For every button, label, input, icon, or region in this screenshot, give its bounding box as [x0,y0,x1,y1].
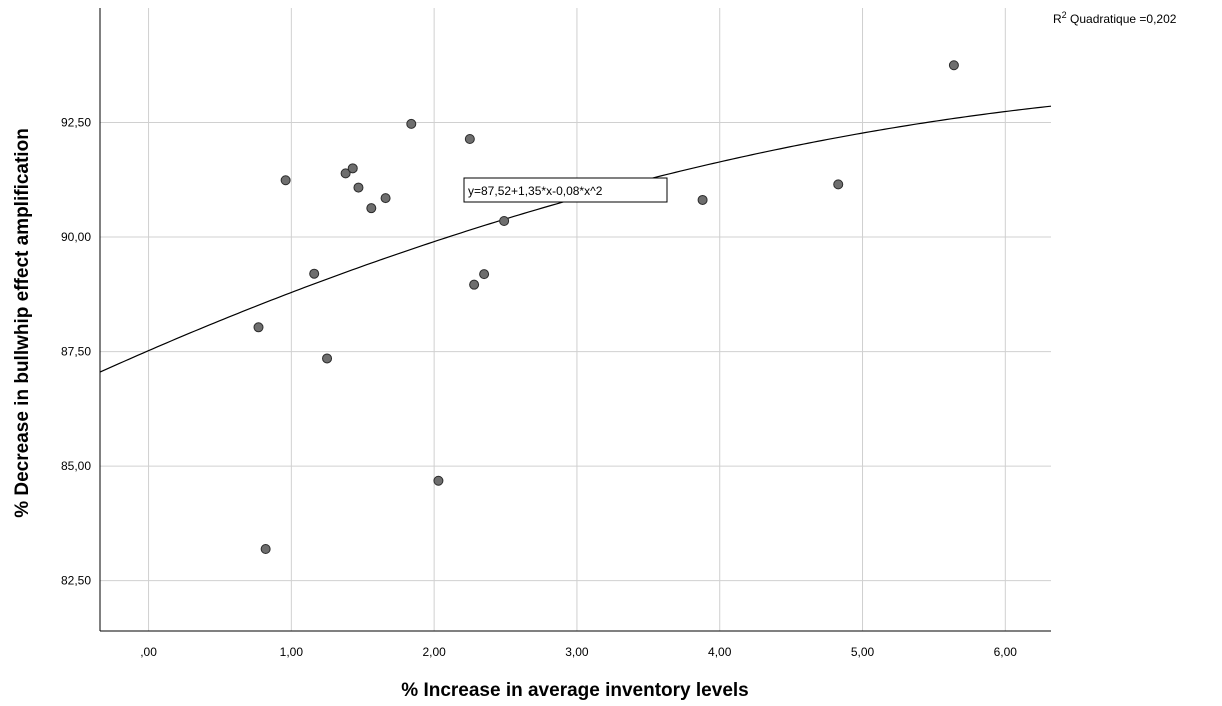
data-point [833,179,844,190]
y-axis-title: % Decrease in bullwhip effect amplificat… [12,128,33,518]
data-point [353,182,364,193]
data-point [479,269,490,280]
axes [99,8,1051,632]
data-point [499,216,510,227]
data-point [380,193,391,204]
data-point [697,194,708,205]
x-tick-label: 5,00 [851,645,875,659]
data-point [260,544,271,555]
data-point [280,175,291,186]
x-tick-label: 4,00 [708,645,732,659]
data-point [322,353,333,364]
data-point [366,203,377,214]
grid-lines [100,8,1051,631]
fit-curve [99,105,1052,373]
data-point [433,475,444,486]
r-squared-superscript: 2 [1062,10,1067,20]
x-tick-label: 3,00 [565,645,589,659]
x-tick-label: 1,00 [280,645,304,659]
x-axis-title: % Increase in average inventory levels [401,680,748,701]
x-tick-label: 6,00 [994,645,1018,659]
r-squared-value: Quadratique =0,202 [1067,12,1177,26]
r-squared-prefix: R [1053,12,1062,26]
data-point [406,118,417,129]
y-tick-label: 82,50 [61,574,91,588]
y-tick-label: 92,50 [61,116,91,130]
data-point [464,134,475,145]
data-point [340,168,351,179]
y-tick-label: 87,50 [61,345,91,359]
x-tick-label: ,00 [140,645,157,659]
data-point [948,60,959,71]
x-tick-label: 2,00 [422,645,446,659]
y-tick-label: 90,00 [61,230,91,244]
data-point [309,268,320,279]
equation-box-border [463,177,668,203]
equation-label-box: y=87,52+1,35*x-0,08*x^2 [463,177,668,203]
data-point [347,163,358,174]
fit-curve-group [99,105,1052,373]
data-point [469,279,480,290]
tick-labels: ,00 1,00 2,00 3,00 4,00 5,00 6,00 82,50 85,00 87,… [61,116,1017,659]
r-squared-label: R2 Quadratique =0,202 [1053,10,1177,26]
equation-label: y=87,52+1,35*x-0,08*x^2 [468,184,603,198]
y-tick-label: 85,00 [61,459,91,473]
data-point [253,322,264,333]
